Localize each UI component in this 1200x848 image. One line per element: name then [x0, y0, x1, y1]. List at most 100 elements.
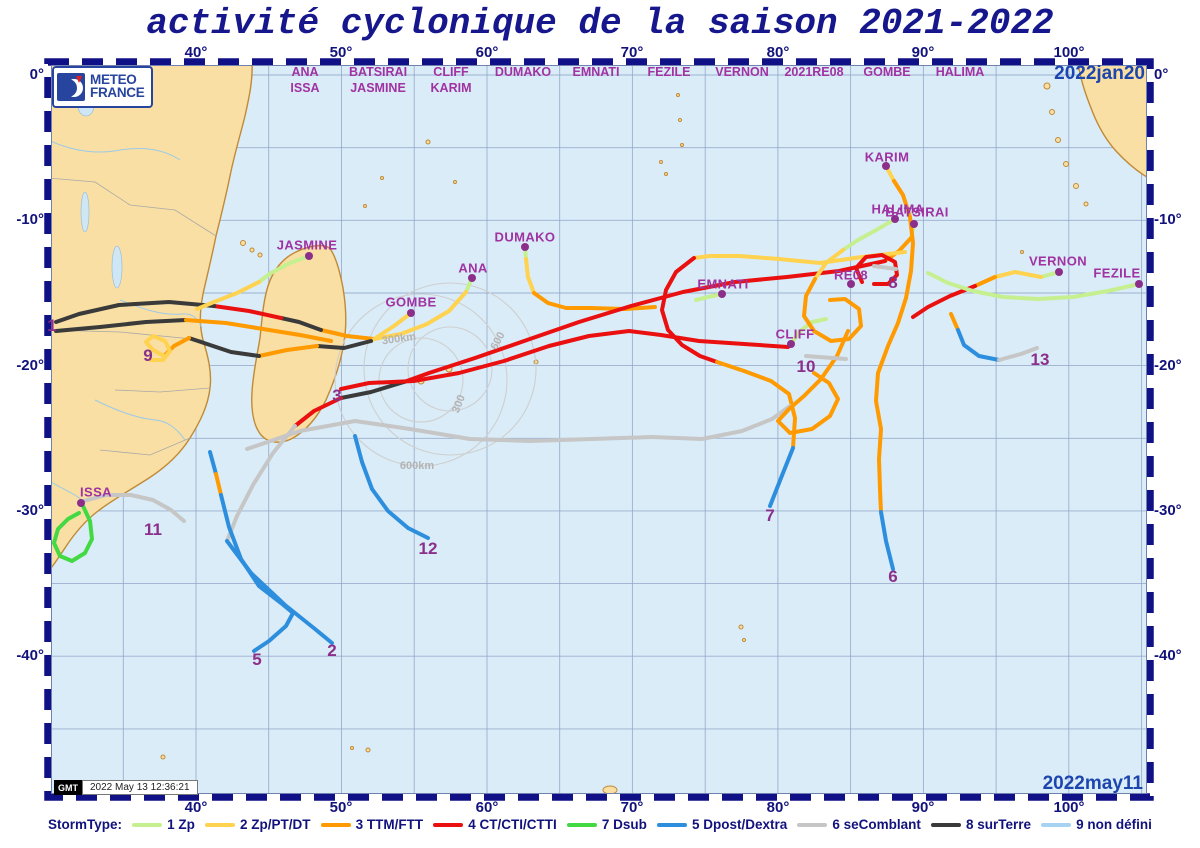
legend-swatch-dpost [656, 822, 687, 827]
legend-title: StormType: [48, 817, 123, 832]
track-gombe-segment [315, 339, 373, 350]
map-inner-frame [51, 65, 1147, 794]
legend-label-ct: 4 CT/CTI/CTTI [468, 817, 557, 832]
legend-swatch-nondef [1041, 822, 1072, 827]
track-halima-segment [802, 277, 863, 343]
legend-label-comb: 6 seComblant [832, 817, 921, 832]
legend-item-terre: 8 surTerre [930, 817, 1032, 832]
track-vernon-segment [911, 284, 977, 319]
track-cluster10-segment [776, 329, 850, 435]
track-coastal-bundle-segment [184, 318, 333, 343]
meteo-france-icon [57, 73, 85, 101]
legend-label-nondef: 9 non défini [1076, 817, 1152, 832]
track-emnati-segment [694, 292, 724, 302]
meteo-france-logo: METEO FRANCE [52, 66, 154, 108]
ocean [48, 62, 1150, 797]
map-frame-dashed-border [44, 58, 1154, 801]
legend-swatch-terre [930, 822, 961, 827]
range-ring [334, 293, 508, 467]
meteo-france-wordmark: METEO FRANCE [90, 72, 145, 100]
track-south-gray-segment [245, 404, 792, 451]
range-rings [334, 282, 537, 467]
genesis-dot-karim [882, 162, 890, 170]
genesis-dot-ana [468, 274, 476, 282]
track-ana-segment [372, 290, 468, 341]
track-cliff-segment [789, 317, 828, 346]
legend-swatch-zp2 [205, 822, 235, 827]
track-ana-segment [319, 328, 376, 341]
legend-swatch-ct [433, 822, 464, 827]
timestamp-value: 2022 May 13 12:36:21 [82, 780, 198, 795]
track-jasmine-segment [195, 280, 261, 311]
track-jasmine-segment [257, 254, 311, 284]
legend-item-comb: 6 seComblant [797, 817, 921, 832]
track-ana-segment [54, 300, 216, 324]
season-start-date: 2022jan20 [1054, 63, 1145, 84]
landmasses [51, 65, 1147, 794]
genesis-dot-gombe [407, 309, 415, 317]
track-batsirai-segment [339, 380, 406, 400]
legend-swatch-comb [797, 822, 828, 827]
track-karim-segment [874, 179, 915, 514]
track-ana-segment [212, 304, 283, 320]
genesis-dot-dumako [521, 243, 529, 251]
track-batsirai-segment [225, 424, 297, 543]
legend-label-terre: 8 surTerre [965, 817, 1032, 832]
legend-item-ct: 4 CT/CTI/CTTI [433, 817, 557, 832]
legend-item-dpost: 5 Dpost/Dextra [656, 817, 788, 832]
track-cluster10-segment [804, 354, 848, 361]
track-batsirai-segment [402, 259, 887, 384]
track-track5-segment [214, 472, 223, 497]
track-dumako-segment [532, 291, 657, 311]
legend-swatch-ttm [320, 822, 351, 827]
track-halima-segment [813, 248, 845, 281]
track-vernon-segment [993, 270, 1043, 279]
legend-swatch-dsub [566, 822, 597, 827]
genesis-dot-vernon [1055, 268, 1063, 276]
logo-line1: METEO [90, 72, 137, 88]
track-gombe-segment [257, 344, 319, 358]
land-africa [51, 65, 253, 570]
track-track13-segment [956, 328, 1001, 362]
range-ring [363, 282, 537, 456]
track-track13-segment [949, 312, 960, 332]
track-gombe-segment [144, 334, 172, 362]
timestamp: GMT 2022 May 13 12:36:21 [54, 780, 198, 795]
legend-item-nondef: 9 non défini [1041, 817, 1152, 832]
graticule [51, 66, 1146, 794]
legend-label-dpost: 5 Dpost/Dextra [691, 817, 788, 832]
genesis-dot-batsirai [910, 220, 918, 228]
genesis-dot-cliff [787, 340, 795, 348]
legend-label-dsub: 7 Dsub [601, 817, 647, 832]
season-end-date: 2022may11 [1042, 773, 1143, 794]
storm-tracks [52, 164, 1141, 653]
land-sumatra [1077, 65, 1147, 178]
track-gombe-segment [187, 336, 261, 358]
track-gombe-segment [369, 311, 413, 343]
track-track13-segment [997, 346, 1039, 362]
track-track5-segment [208, 450, 218, 476]
genesis-dot-issa [77, 499, 85, 507]
track-karim-segment [879, 510, 895, 571]
track-issa-segment [82, 493, 186, 523]
track-fezile-segment [926, 271, 1141, 301]
track-batsirai-segment [293, 396, 343, 428]
legend-label-ttm: 3 TTM/FTT [355, 817, 424, 832]
genesis-dots [77, 162, 1143, 507]
legend-swatch-zp1 [132, 822, 163, 827]
genesis-dot-fezile [1135, 280, 1143, 288]
track-halima-segment [841, 217, 897, 252]
genesis-dot-emnati [718, 290, 726, 298]
legend-item-zp2: 2 Zp/PT/DT [205, 817, 311, 832]
track-emnati-segment [715, 360, 797, 450]
legend-item-ttm: 3 TTM/FTT [320, 817, 424, 832]
logo-line2: FRANCE [90, 85, 145, 100]
genesis-dot-halima [891, 215, 899, 223]
track-emnati-segment [660, 256, 719, 364]
track-coastal-bundle-segment [54, 318, 188, 333]
genesis-dot-jasmine [305, 252, 313, 260]
track-emnati-segment [692, 250, 907, 265]
legend-item-dsub: 7 Dsub [566, 817, 647, 832]
